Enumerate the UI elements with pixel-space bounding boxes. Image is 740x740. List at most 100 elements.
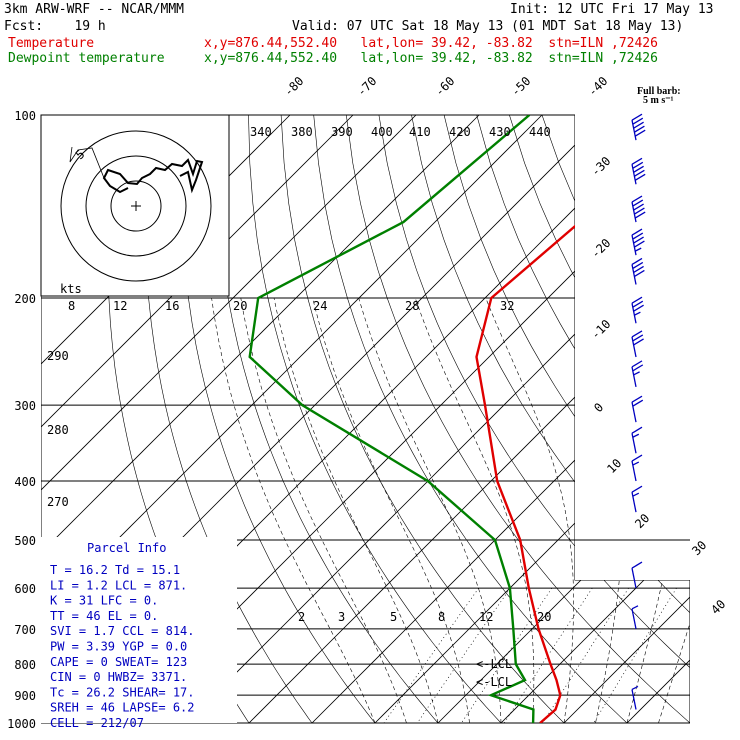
wind-barb-flag (631, 561, 643, 569)
wind-barb-staff (631, 492, 637, 513)
model-title: 3km ARW-WRF -- NCAR/MMM (4, 2, 185, 17)
dry-adiabat (313, 115, 628, 723)
mixing-ratio-label: 5 (390, 610, 397, 624)
isotherm-line (311, 115, 690, 723)
wind-barb-flag (634, 129, 646, 137)
dewpoint-location: x,y=876.44,552.40 lat,lon= 39.42, -83.82… (204, 51, 658, 66)
dry-adiabat (215, 115, 439, 723)
parcel-info-row: SREH = 46 LAPSE= 6.2 (50, 701, 195, 715)
wind-barb-flag (634, 269, 645, 278)
mixing-ratio-line (461, 587, 553, 723)
wind-barb (631, 296, 644, 324)
wind-barb-flag (632, 364, 644, 372)
dry-adiabat (180, 115, 376, 723)
wind-barb-flag (632, 117, 644, 125)
pressure-tick-label: 500 (14, 534, 36, 548)
isotherm-label: 30 (689, 538, 709, 558)
dry-adiabat (248, 115, 502, 723)
parcel-info-row: PW = 3.39 YGP = 0.0 (50, 640, 187, 654)
theta-label: 280 (47, 423, 69, 437)
theta-label: 380 (291, 125, 313, 139)
wind-barb (631, 257, 645, 285)
isotherm-line (563, 115, 690, 723)
wind-barb (631, 454, 643, 482)
wind-barb (631, 157, 646, 185)
mixing-ratio-line (593, 587, 677, 723)
isotherm-line (689, 115, 690, 723)
hodograph-speed-label: 16 (165, 299, 179, 313)
pressure-tick-label: 700 (14, 623, 36, 637)
isotherm-label: -80 (281, 74, 306, 99)
wind-barb-flag (634, 173, 646, 181)
wind-barb-flag (633, 371, 640, 376)
wind-barb-flag (632, 232, 644, 240)
hodograph-speed-label: kts (60, 282, 82, 296)
full-barb-label: Full barb: (637, 86, 681, 97)
hodograph-trace-upper (69, 146, 105, 179)
wind-barb (631, 113, 646, 141)
wind-barb-staff (631, 567, 637, 589)
isotherm-label: -20 (588, 236, 613, 261)
isotherm-line (437, 115, 690, 723)
isotherm-line (41, 115, 543, 723)
temperature-profile (475, 115, 690, 723)
dry-adiabat (672, 115, 690, 723)
theta-label: 400 (371, 125, 393, 139)
wind-barb-flag (631, 360, 643, 368)
parcel-info-row: TT = 46 EL = 0. (50, 609, 158, 623)
wind-barb-flag (631, 195, 643, 203)
dewpoint-profile (248, 115, 535, 723)
theta-label: 390 (331, 125, 353, 139)
lcl-label: <-LCL (476, 675, 512, 689)
moist-adiabat (240, 297, 407, 723)
wind-barb-flag (634, 211, 646, 219)
parcel-info-row: CAPE = 0 SWEAT= 123 (50, 655, 187, 669)
isotherm-line (248, 115, 690, 723)
isotherm-label: -60 (432, 74, 457, 99)
wind-barb-flag (631, 330, 643, 338)
hodograph-speed-label: 12 (113, 299, 127, 313)
wind-barb-flag (634, 240, 645, 248)
isotherm-label: -10 (588, 317, 613, 342)
wind-barb-flag (632, 261, 644, 270)
wind-barb (631, 605, 639, 629)
wind-barb (631, 561, 643, 589)
wind-barb-flag (632, 334, 644, 342)
wind-barb (631, 228, 645, 256)
hodograph-ring (110, 180, 162, 232)
wind-barb (631, 426, 643, 454)
parcel-info-row: SVI = 1.7 CCL = 814. (50, 624, 195, 638)
parcel-info-row: Tc = 26.2 SHEAR= 17. (50, 685, 195, 699)
wind-barb-flag (632, 433, 640, 438)
wind-barb-flag (634, 311, 641, 316)
pressure-tick-label: 100 (14, 109, 36, 123)
isotherm-label: 0 (591, 400, 606, 415)
pressure-tick-label: 900 (14, 689, 36, 703)
wind-barb-flag (634, 207, 645, 215)
hodograph-ring (60, 130, 212, 282)
wind-barb (631, 330, 644, 358)
hodograph-ring (85, 155, 187, 257)
dry-adiabat (574, 115, 690, 723)
theta-label: 430 (489, 125, 511, 139)
pressure-tick-label: 1000 (7, 717, 36, 731)
wind-barb-flag (632, 399, 644, 407)
parcel-info-row: CIN = 0 HWBZ= 3371. (50, 670, 187, 684)
isotherm-label: -40 (585, 74, 610, 99)
lcl-label: <-LCL (476, 657, 512, 671)
theta-label: 290 (47, 349, 69, 363)
parcel-info-row: K = 31 LFC = 0. (50, 594, 158, 608)
dry-adiabat (411, 115, 690, 723)
wind-barb-flag (632, 492, 640, 497)
moist-adiabat (358, 297, 502, 723)
wind-barb-flag (631, 296, 643, 304)
init-time: Init: 12 UTC Fri 17 May 13 (510, 2, 714, 17)
isotherm-label: 10 (604, 456, 624, 476)
mixing-ratio-label: 3 (338, 610, 345, 624)
hodograph-speed-label: 24 (313, 299, 327, 313)
pressure-tick-label: 600 (14, 582, 36, 596)
mixing-ratio-label: 20 (537, 610, 551, 624)
parcel-info-title: Parcel Info (87, 541, 166, 555)
theta-label: 410 (409, 125, 431, 139)
wind-barb-flag (633, 265, 644, 274)
